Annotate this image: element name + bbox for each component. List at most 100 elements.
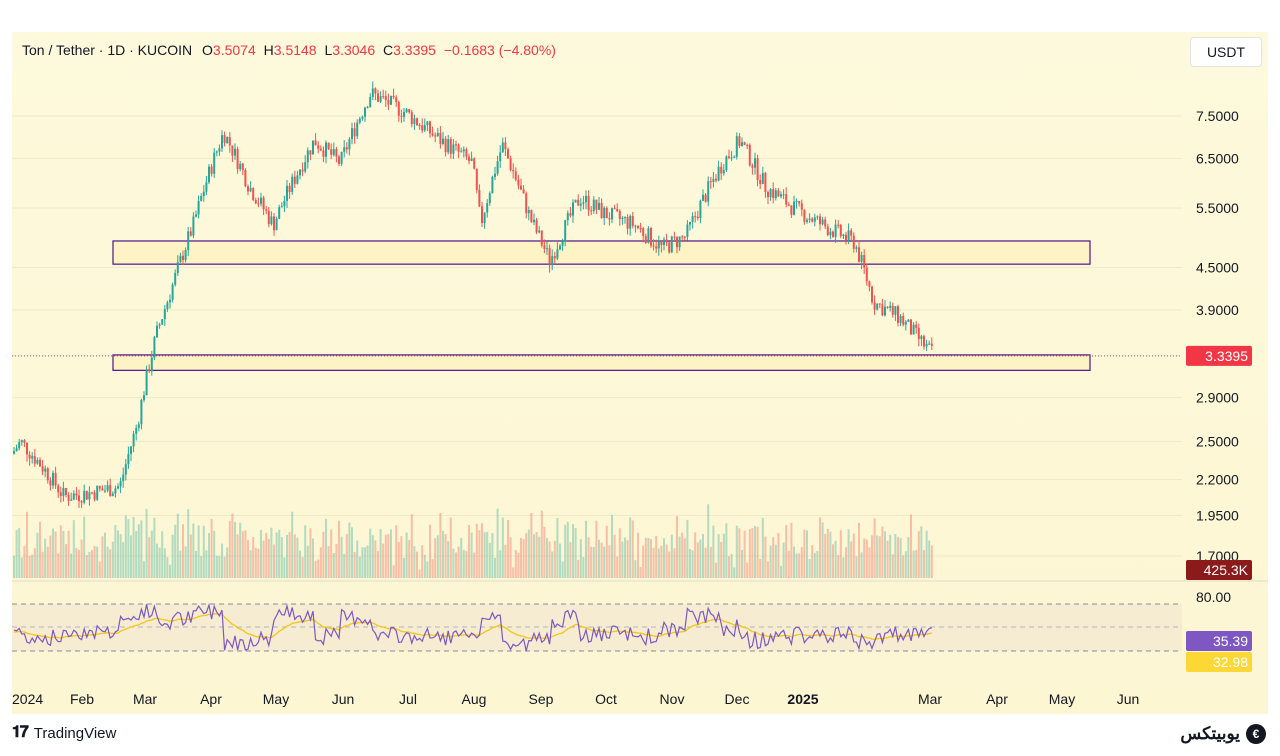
candle-body xyxy=(832,231,834,237)
volume-bar xyxy=(707,504,710,578)
volume-bar xyxy=(257,548,260,578)
volume-bar xyxy=(390,529,392,578)
candle-body xyxy=(384,96,387,101)
volume-bar xyxy=(486,531,489,578)
volume-bar xyxy=(543,526,546,578)
y-tick-label: 5.5000 xyxy=(1196,200,1239,216)
candle-body xyxy=(650,228,652,246)
volume-bar xyxy=(470,532,473,578)
candle-body xyxy=(642,228,645,237)
volume-bar xyxy=(556,518,559,578)
candle-body xyxy=(795,200,798,202)
volume-bar xyxy=(455,552,457,578)
last-price-badge: 3.3395 xyxy=(1205,348,1248,364)
volume-bar xyxy=(715,562,717,578)
volume-bar xyxy=(408,539,411,578)
volume-bar xyxy=(629,517,632,578)
candle-body xyxy=(816,216,819,218)
candle-body xyxy=(928,343,931,345)
candle-body xyxy=(793,201,795,215)
volume-bar xyxy=(223,556,226,578)
candle-body xyxy=(447,139,450,153)
candle-body xyxy=(821,219,824,225)
volume-bar xyxy=(423,554,426,578)
candle-body xyxy=(852,235,855,249)
volume-bar xyxy=(644,537,647,578)
candle-body xyxy=(483,212,486,223)
volume-bar xyxy=(608,545,611,578)
candle-body xyxy=(728,156,730,158)
candle-body xyxy=(80,501,83,503)
x-tick-label: May xyxy=(1049,691,1075,707)
volume-bar xyxy=(319,547,322,578)
volume-bar xyxy=(824,533,827,578)
volume-bar xyxy=(314,560,317,578)
candle-body xyxy=(621,217,624,220)
volume-bar xyxy=(647,538,650,578)
volume-bar xyxy=(509,537,512,578)
candle-body xyxy=(907,319,910,322)
candle-body xyxy=(668,242,671,253)
candle-body xyxy=(270,216,273,225)
volume-bar xyxy=(673,548,676,578)
volume-bar xyxy=(499,550,502,578)
close-label: C xyxy=(383,42,394,58)
candle-body xyxy=(769,189,772,198)
volume-bar xyxy=(780,565,782,578)
volume-bar xyxy=(764,536,767,578)
volume-bar xyxy=(733,567,736,578)
volume-bar xyxy=(639,567,642,578)
footer-brand: 𝟏𝟕 TradingView xyxy=(12,724,116,742)
candle-body xyxy=(257,203,260,205)
volume-bar xyxy=(535,532,538,578)
volume-bar xyxy=(754,526,756,578)
x-tick-label: Mar xyxy=(133,691,157,707)
volume-bar xyxy=(873,518,876,578)
watermark-label: یوبیتکس xyxy=(1180,724,1240,743)
x-tick-label: Dec xyxy=(725,691,750,707)
candle-body xyxy=(587,195,590,211)
volume-bar xyxy=(808,558,811,578)
candle-body xyxy=(390,95,392,105)
candle-body xyxy=(865,267,868,282)
candle-body xyxy=(78,495,80,502)
candle-body xyxy=(26,442,28,455)
candle-body xyxy=(429,121,431,134)
candle-body xyxy=(491,176,494,194)
volume-bar xyxy=(65,544,67,578)
volume-bar xyxy=(132,516,135,578)
volume-bar xyxy=(834,540,837,578)
currency-button[interactable]: USDT xyxy=(1190,37,1262,67)
volume-bar xyxy=(179,550,182,578)
volume-bar xyxy=(163,548,166,578)
candle-body xyxy=(546,248,548,250)
volume-bar xyxy=(249,550,252,578)
volume-bar xyxy=(720,541,723,578)
volume-bar xyxy=(416,551,418,578)
volume-bar xyxy=(371,535,374,578)
candle-body xyxy=(553,256,556,259)
candle-body xyxy=(382,96,385,98)
volume-bar xyxy=(777,532,780,578)
volume-bar xyxy=(421,545,424,578)
volume-bar xyxy=(218,555,221,578)
candle-body xyxy=(733,156,736,158)
volume-bar xyxy=(101,536,104,578)
candle-body xyxy=(608,218,611,220)
volume-bar xyxy=(767,561,769,578)
support-zone-1 xyxy=(112,240,1091,265)
volume-bar xyxy=(811,545,814,578)
ohlc-legend: Ton / Tether · 1D · KUCOIN O3.5074 H3.51… xyxy=(22,42,556,58)
volume-bar xyxy=(819,517,821,578)
symbol-label[interactable]: Ton / Tether · 1D · KUCOIN xyxy=(22,42,193,58)
volume-bar xyxy=(127,519,130,578)
candle-body xyxy=(678,236,681,248)
volume-bar xyxy=(702,533,704,578)
volume-bar xyxy=(860,552,863,578)
candle-body xyxy=(306,150,309,163)
candle-body xyxy=(132,433,135,447)
volume-bar xyxy=(364,547,366,578)
candle-body xyxy=(364,107,366,117)
volume-bar xyxy=(501,517,504,578)
